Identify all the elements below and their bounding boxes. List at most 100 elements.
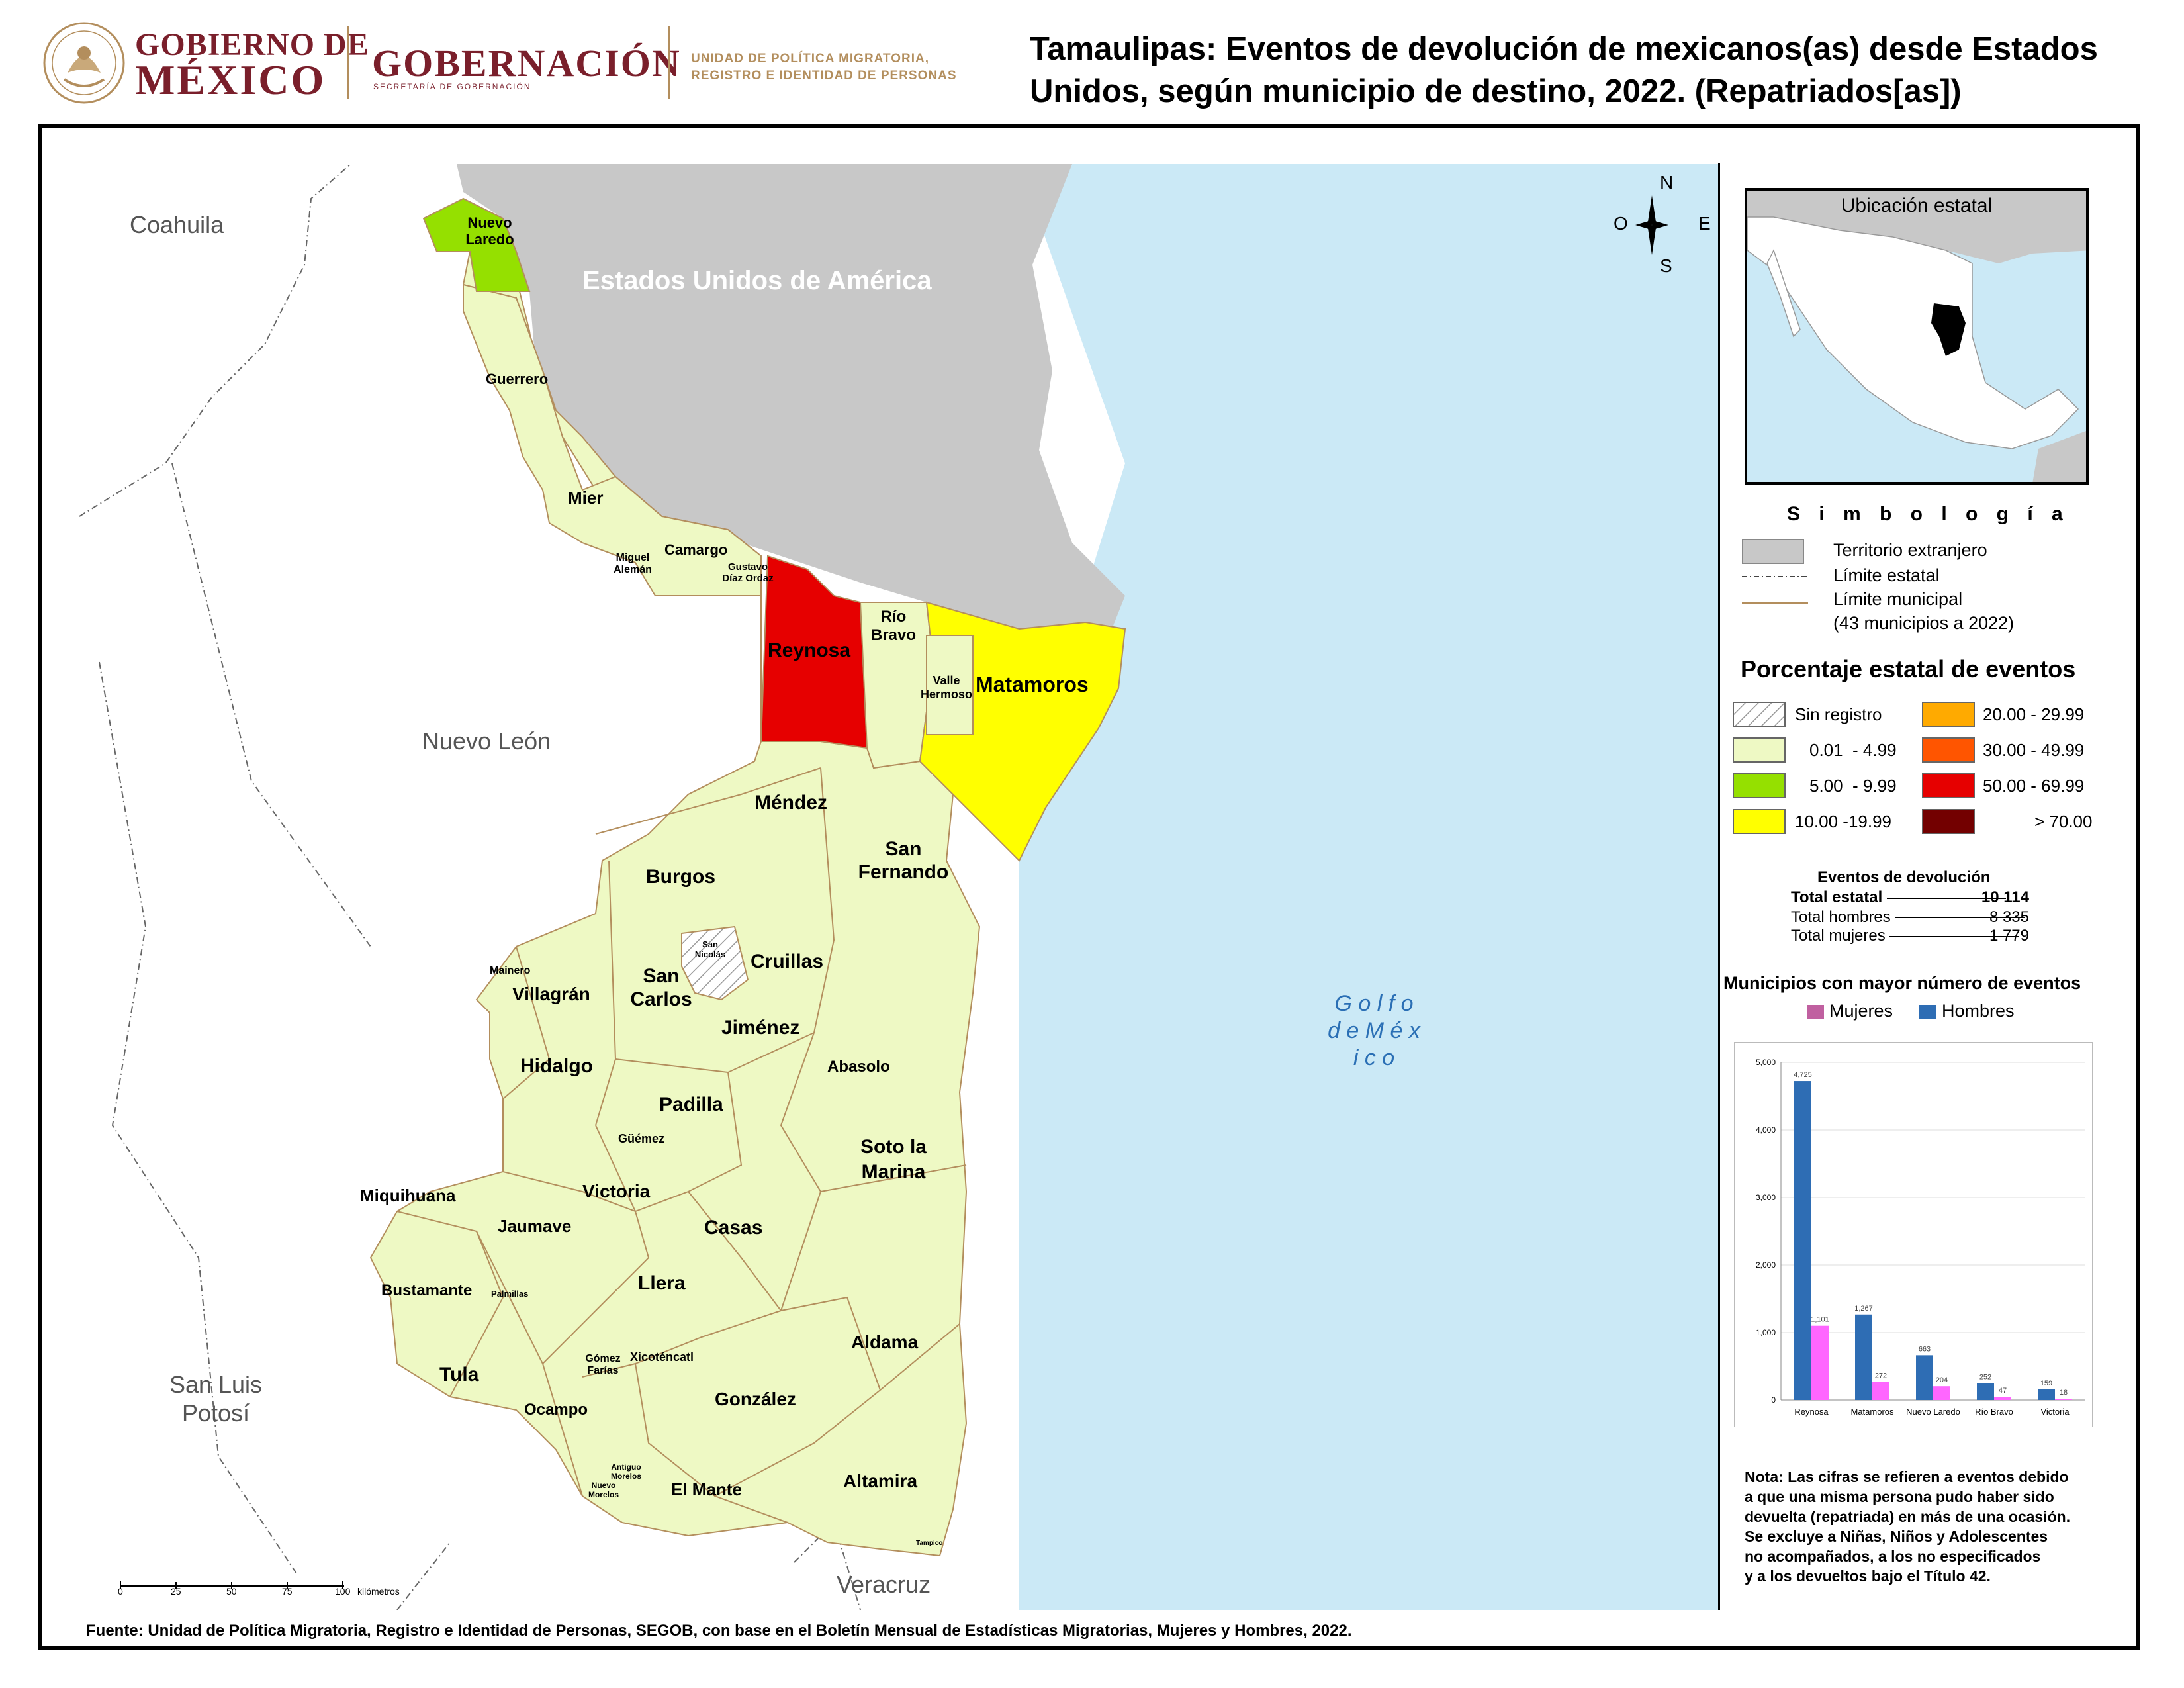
class-label-30-49-99: 30.00 - 49.99 xyxy=(1983,740,2085,760)
chart-ytick-label: 0 xyxy=(1771,1395,1776,1405)
chart-bar-mujeres xyxy=(1872,1382,1889,1400)
label-abasolo: Abasolo xyxy=(827,1058,890,1076)
legend-limite-municipal: Límite municipal xyxy=(1833,589,1963,609)
nota-line-5: no acompañados, a los no especificados xyxy=(1745,1548,2041,1565)
swatch-0-01-4-99 xyxy=(1733,737,1786,763)
total-mujeres-leader xyxy=(1889,936,2020,937)
chart-ytick-label: 5,000 xyxy=(1756,1058,1776,1067)
class-label-10-19-99: 10.00 -19.99 xyxy=(1795,812,1892,831)
class-label-sin-registro: Sin registro xyxy=(1795,704,1882,724)
label-xicotencatl: Xicoténcatl xyxy=(630,1350,694,1364)
label-guemez: Güémez xyxy=(618,1132,665,1145)
gobernacion-subtitle: SECRETARÍA DE GOBERNACIÓN xyxy=(373,82,531,91)
label-palmillas: Palmillas xyxy=(491,1289,529,1299)
label-altamira: Altamira xyxy=(843,1471,918,1491)
chart-data-label: 1,267 xyxy=(1854,1305,1873,1313)
total-estatal-row: Total estatal 10 114 xyxy=(1791,888,2029,907)
label-llera: Llera xyxy=(638,1272,686,1294)
chart-bar-hombres xyxy=(1794,1081,1811,1400)
label-mainero: Mainero xyxy=(490,965,531,976)
label-aldama: Aldama xyxy=(851,1332,919,1352)
label-miguel-aleman: Miguel Alemán xyxy=(614,552,652,576)
chart-bar-mujeres xyxy=(1933,1386,1950,1400)
scale-tick-100: 100 xyxy=(335,1586,351,1597)
north-arrow-icon xyxy=(1635,195,1668,255)
scale-unit: kilómetros xyxy=(357,1586,400,1597)
usa-territory xyxy=(457,164,1125,635)
chart-category-label: Matamoros xyxy=(1850,1407,1894,1417)
eventos-title: Eventos de devolución xyxy=(1817,868,1991,886)
swatch-10-19-99 xyxy=(1733,809,1786,834)
legend-title: S i m b o l o g í a xyxy=(1787,503,2070,525)
swatch-70-plus xyxy=(1922,809,1975,834)
nota-line-3: devuelta (repatriada) en más de una ocas… xyxy=(1745,1508,2071,1525)
legend-territorio: Territorio extranjero xyxy=(1833,540,1987,560)
inset-map xyxy=(1745,188,2089,485)
chart-data-label: 47 xyxy=(1999,1387,2007,1395)
chart-bar-hombres xyxy=(1916,1355,1933,1400)
label-hidalgo: Hidalgo xyxy=(520,1055,593,1077)
nota-line-6: y a los devueltos bajo el Título 42. xyxy=(1745,1568,1991,1585)
scale-tick-25: 25 xyxy=(171,1586,181,1597)
chart-bar-hombres xyxy=(2038,1389,2055,1400)
source-note: Fuente: Unidad de Política Migratoria, R… xyxy=(86,1622,1352,1640)
label-coahuila: Coahuila xyxy=(130,211,224,238)
compass-n: N xyxy=(1660,172,1674,193)
label-villagran: Villagrán xyxy=(512,984,590,1004)
gobernacion-logo-text: GOBERNACIÓN xyxy=(372,42,681,85)
scale-tick-50: 50 xyxy=(226,1586,237,1597)
chart-title: Municipios con mayor número de eventos xyxy=(1723,973,2081,993)
label-nuevo-morelos: Nuevo Morelos xyxy=(588,1481,619,1499)
chart-bar-hombres xyxy=(1977,1383,1994,1400)
map-frame xyxy=(38,124,2140,1650)
nota-block: Nota: Las cifras se refieren a eventos d… xyxy=(1745,1467,2115,1586)
label-rio-bravo: Río Bravo xyxy=(870,608,917,644)
chart-category-label: Nuevo Laredo xyxy=(1906,1407,1960,1417)
total-estatal-value: 10 114 xyxy=(1981,888,2029,906)
label-camargo: Camargo xyxy=(664,541,728,558)
chart-data-label: 204 xyxy=(1936,1376,1948,1384)
chart-data-label: 663 xyxy=(1919,1345,1931,1353)
chart-legend-mujeres: Mujeres xyxy=(1829,1001,1893,1021)
region-valle-hermoso xyxy=(926,635,974,735)
label-el-mante: El Mante xyxy=(671,1479,742,1499)
legend-limite-estatal: Límite estatal xyxy=(1833,565,1940,585)
label-san-fernando: San Fernando xyxy=(858,838,949,883)
chart-data-label: 1,101 xyxy=(1811,1316,1829,1324)
chart-data-label: 4,725 xyxy=(1794,1071,1812,1079)
legend-municipios-count: (43 municipios a 2022) xyxy=(1833,613,2015,633)
chart-data-label: 272 xyxy=(1875,1372,1887,1380)
class-label-0-01-4-99: 0.01 - 4.99 xyxy=(1809,740,1897,760)
total-mujeres-row: Total mujeres 1 779 xyxy=(1791,927,2029,945)
label-gomez-farias: Gómez Farías xyxy=(585,1353,621,1377)
total-mujeres-value: 1 779 xyxy=(1989,927,2029,945)
label-san-carlos: San Carlos xyxy=(630,965,692,1010)
label-burgos: Burgos xyxy=(646,866,715,888)
chart-category-label: Río Bravo xyxy=(1975,1407,2013,1417)
mexico-text: MÉXICO xyxy=(135,56,326,103)
swatch-5-9-99 xyxy=(1733,773,1786,798)
state-boundary-line xyxy=(79,164,861,1610)
municipal-boundaries xyxy=(396,767,967,1523)
total-estatal-label: Total estatal xyxy=(1791,888,1883,906)
unidad-logo-text: UNIDAD DE POLÍTICA MIGRATORIA, REGISTRO … xyxy=(691,50,957,85)
swatch-30-49-99 xyxy=(1922,737,1975,763)
gulf-sea xyxy=(1019,164,1718,1610)
chart-data-label: 18 xyxy=(2060,1389,2068,1397)
percent-legend-title: Porcentaje estatal de eventos xyxy=(1741,655,2076,682)
label-valle-hermoso: Valle Hermoso xyxy=(920,674,973,701)
label-casas: Casas xyxy=(704,1217,763,1239)
chart-ytick-label: 1,000 xyxy=(1756,1328,1776,1337)
region-nuevo-laredo xyxy=(422,197,531,292)
label-reynosa: Reynosa xyxy=(768,639,851,661)
label-gustavo-diaz-ordaz: Gustavo Díaz Ordaz xyxy=(722,561,774,585)
total-hombres-label: Total hombres xyxy=(1791,908,1891,926)
compass-o: O xyxy=(1614,213,1628,234)
label-golfo-de-mexico: G o l f o d e M é x i c o xyxy=(1328,991,1420,1070)
class-label-70-plus: > 70.00 xyxy=(2034,812,2093,831)
label-nuevo-leon: Nuevo León xyxy=(422,727,551,755)
compass-s: S xyxy=(1660,256,1672,276)
chart-ytick-label: 3,000 xyxy=(1756,1193,1776,1202)
label-victoria: Victoria xyxy=(582,1181,651,1201)
